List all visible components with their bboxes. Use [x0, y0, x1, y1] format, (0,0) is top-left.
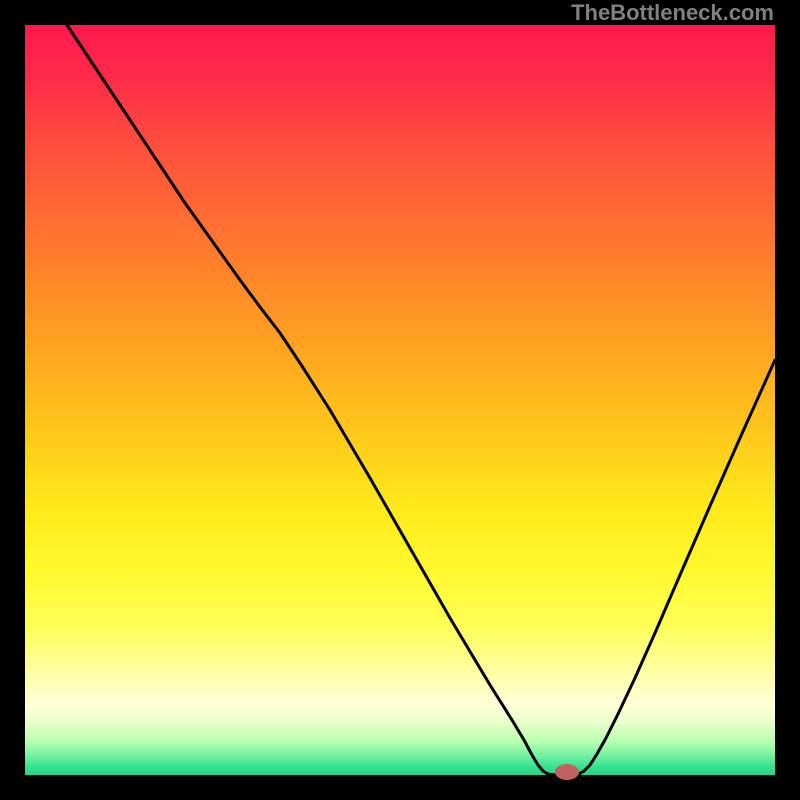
minimum-marker — [555, 764, 579, 780]
gradient-background — [25, 25, 775, 775]
chart-frame: TheBottleneck.com — [0, 0, 800, 800]
plot-area — [0, 0, 800, 800]
watermark-text: TheBottleneck.com — [571, 0, 774, 26]
